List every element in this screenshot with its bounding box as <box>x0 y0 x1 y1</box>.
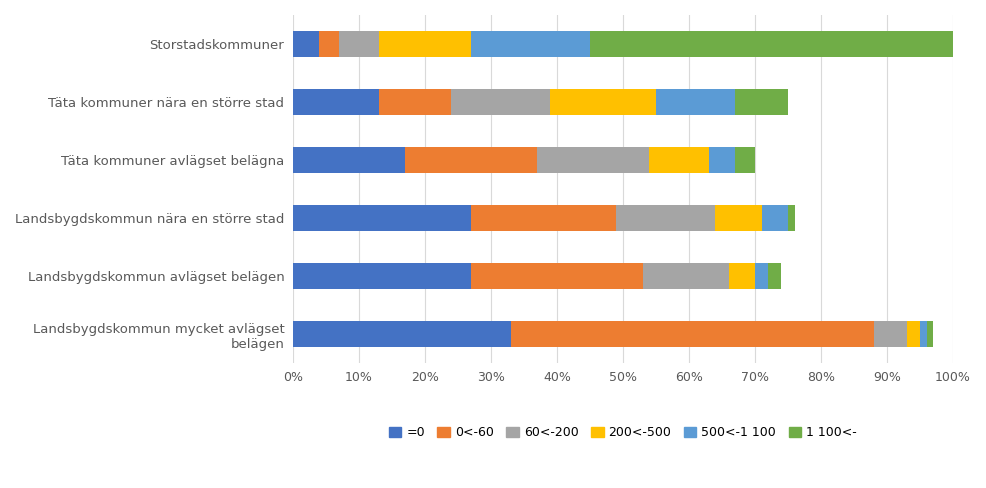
Bar <box>729 263 755 289</box>
Bar <box>319 31 339 57</box>
Bar <box>709 147 736 173</box>
Bar <box>293 31 319 57</box>
Bar <box>927 321 934 347</box>
Bar <box>293 89 379 115</box>
Bar <box>379 89 452 115</box>
Bar <box>736 147 755 173</box>
Bar <box>293 147 405 173</box>
Bar <box>511 321 874 347</box>
Bar <box>550 89 656 115</box>
Bar <box>656 89 736 115</box>
Bar <box>715 205 761 231</box>
Bar <box>339 31 379 57</box>
Bar <box>405 147 537 173</box>
Bar <box>379 31 471 57</box>
Bar <box>907 321 920 347</box>
Bar <box>590 31 953 57</box>
Bar <box>788 205 795 231</box>
Bar <box>736 89 788 115</box>
Bar <box>643 263 729 289</box>
Bar <box>471 31 590 57</box>
Bar <box>650 147 709 173</box>
Bar <box>293 263 471 289</box>
Bar <box>293 205 471 231</box>
Bar <box>471 263 643 289</box>
Bar <box>471 205 616 231</box>
Bar <box>874 321 907 347</box>
Bar <box>537 147 650 173</box>
Bar <box>616 205 715 231</box>
Bar <box>755 263 768 289</box>
Legend: =0, 0<-60, 60<-200, 200<-500, 500<-1 100, 1 100<-: =0, 0<-60, 60<-200, 200<-500, 500<-1 100… <box>384 422 862 445</box>
Bar <box>920 321 927 347</box>
Bar <box>768 263 781 289</box>
Bar <box>761 205 788 231</box>
Bar <box>293 321 511 347</box>
Bar <box>452 89 550 115</box>
